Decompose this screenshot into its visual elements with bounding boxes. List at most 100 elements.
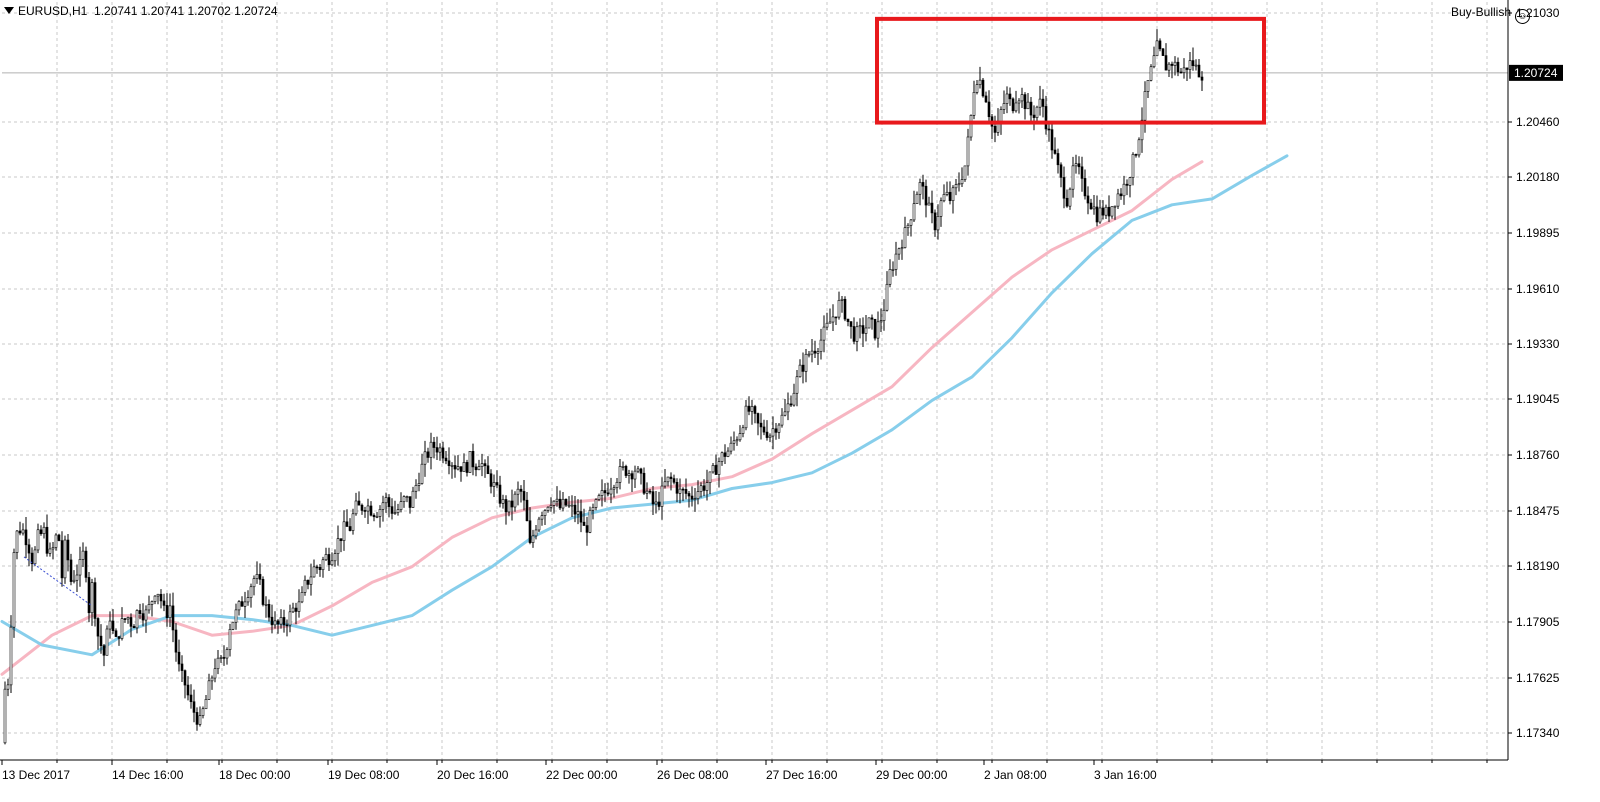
candle-body xyxy=(969,115,973,138)
candle-body xyxy=(693,498,697,500)
candle-body xyxy=(1128,177,1132,186)
candle-body xyxy=(1011,98,1015,112)
candle-body xyxy=(558,498,562,509)
annotations xyxy=(23,16,1266,607)
candle-body xyxy=(930,202,934,214)
price-tick-label: 1.18190 xyxy=(1516,559,1560,573)
candle-body xyxy=(777,424,781,433)
time-tick-label: 19 Dec 08:00 xyxy=(328,768,400,782)
candle-body xyxy=(93,582,97,619)
candle-body xyxy=(756,413,760,424)
candle-body xyxy=(900,247,904,250)
candle-body xyxy=(966,136,970,167)
candle-body xyxy=(213,668,217,679)
candle-body xyxy=(189,694,193,703)
candle-body xyxy=(621,466,625,468)
highlight-rectangle xyxy=(875,16,1266,125)
candle-body xyxy=(852,326,856,342)
candle-body xyxy=(1059,164,1063,178)
dropdown-triangle-icon[interactable] xyxy=(4,7,14,14)
price-tag-label: 1.20724 xyxy=(1514,66,1558,80)
candle-body xyxy=(765,431,769,438)
time-axis: 13 Dec 2017 14 Dec 16:00 18 Dec 00:00 19 De… xyxy=(1,760,1488,782)
candle-body xyxy=(456,466,460,470)
candle-body xyxy=(1110,206,1114,217)
candle-body xyxy=(129,617,133,627)
price-tick-label: 1.17905 xyxy=(1516,615,1560,629)
chart-header: EURUSD,H1 1.20741 1.20741 1.20702 1.2072… xyxy=(4,4,278,18)
candle-body xyxy=(357,500,361,506)
candle-body xyxy=(774,428,778,433)
candle-body xyxy=(636,468,640,472)
candle-body xyxy=(951,187,955,202)
candle-body xyxy=(663,481,667,487)
candle-body xyxy=(612,487,616,490)
candle-body xyxy=(1020,94,1024,102)
candle-body xyxy=(381,502,385,510)
candle-body xyxy=(81,550,85,560)
candle-body xyxy=(1188,60,1192,70)
moving-average-line-1 xyxy=(0,160,1204,676)
candle-body xyxy=(789,403,793,406)
candle-body xyxy=(747,405,751,412)
candle-body xyxy=(954,184,958,189)
candle-body xyxy=(1083,178,1087,197)
candle-body xyxy=(834,316,838,319)
candle-body xyxy=(1155,40,1159,57)
candle-body xyxy=(1158,40,1162,50)
candle-body xyxy=(1071,165,1075,190)
candle-body xyxy=(126,617,130,620)
time-tick-label: 14 Dec 16:00 xyxy=(112,768,184,782)
candle-body xyxy=(642,472,646,494)
candle-body xyxy=(207,680,211,700)
candle-body xyxy=(888,269,892,285)
candle-body xyxy=(1017,100,1021,104)
candle-body xyxy=(318,567,322,571)
candle-body xyxy=(705,482,709,491)
candle-body xyxy=(153,595,157,602)
candle-body xyxy=(33,549,37,565)
candle-body xyxy=(516,488,520,495)
candle-body xyxy=(945,191,949,195)
candle-body xyxy=(84,550,88,578)
candle-body xyxy=(1116,193,1120,207)
candle-body xyxy=(396,509,400,513)
candle-body xyxy=(666,476,670,483)
candle-body xyxy=(273,620,277,626)
candle-body xyxy=(633,470,637,480)
candle-body xyxy=(687,493,691,497)
candle-body xyxy=(342,521,346,541)
candle-body xyxy=(252,578,256,588)
candle-body xyxy=(1143,91,1147,121)
candle-body xyxy=(843,298,847,320)
candle-body xyxy=(30,552,34,565)
candle-body xyxy=(426,451,430,458)
price-axis: 1.210301.204601.201801.198951.196101.193… xyxy=(1508,6,1560,740)
candle-body xyxy=(657,501,661,507)
candle-body xyxy=(480,463,484,467)
candle-body xyxy=(240,601,244,607)
candle-body xyxy=(927,202,931,206)
candle-body xyxy=(564,498,568,506)
candle-body xyxy=(468,451,472,473)
candle-body xyxy=(372,514,376,518)
candle-body xyxy=(846,318,850,322)
candle-body xyxy=(882,309,886,321)
candle-body xyxy=(1182,67,1186,73)
time-tick-label: 20 Dec 16:00 xyxy=(437,768,509,782)
candle-body xyxy=(1050,129,1054,151)
candle-body xyxy=(138,610,142,614)
candle-body xyxy=(156,593,160,597)
candle-body xyxy=(462,462,466,472)
candle-body xyxy=(615,481,619,488)
candle-body xyxy=(1077,163,1081,168)
candle-body xyxy=(1065,197,1069,207)
smiley-icon: ☺ xyxy=(1515,9,1530,24)
candle-body xyxy=(507,500,511,513)
candle-body xyxy=(906,224,910,229)
candle-body xyxy=(474,466,478,471)
candle-body xyxy=(369,505,373,516)
candle-body xyxy=(117,636,121,639)
candle-body xyxy=(219,657,223,659)
